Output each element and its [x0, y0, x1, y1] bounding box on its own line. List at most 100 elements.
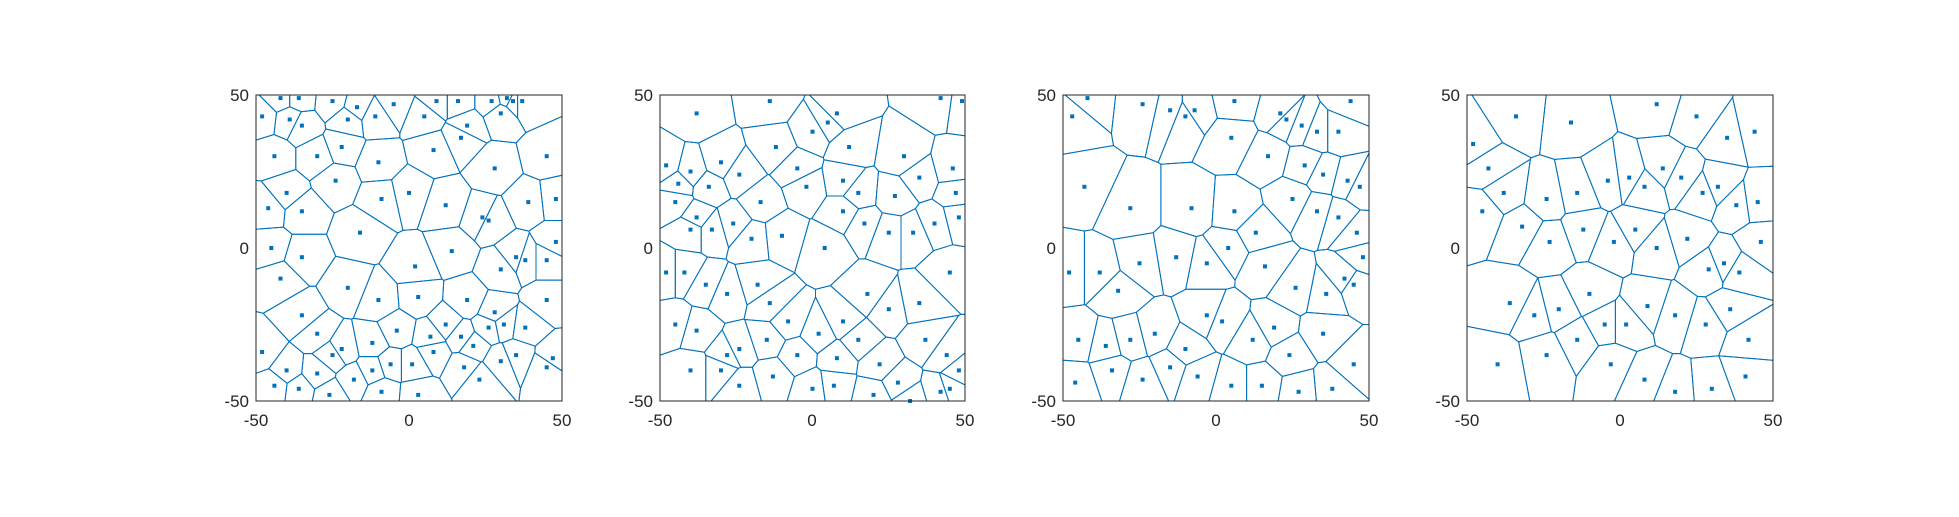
site-point — [1514, 114, 1518, 119]
site-point — [501, 322, 506, 327]
site-point — [1544, 197, 1549, 201]
x-tick-label-mid: 0 — [807, 411, 816, 430]
site-point — [944, 353, 949, 358]
site-point — [431, 350, 436, 354]
site-point — [1480, 209, 1485, 214]
site-point — [694, 111, 699, 116]
site-point — [1507, 301, 1512, 306]
site-point — [841, 178, 845, 183]
site-point — [1673, 389, 1678, 394]
site-point — [1734, 203, 1739, 208]
site-point — [917, 175, 922, 180]
site-point — [1152, 331, 1157, 336]
site-point — [822, 246, 827, 250]
site-point — [376, 160, 381, 165]
site-point — [841, 209, 845, 214]
site-point — [1694, 114, 1699, 119]
site-point — [394, 328, 399, 333]
site-point — [1608, 362, 1613, 367]
site-point — [1605, 178, 1610, 183]
site-point — [694, 328, 699, 333]
y-tick-label-mid: 0 — [1451, 239, 1460, 258]
site-point — [498, 359, 503, 364]
site-point — [1315, 129, 1319, 134]
site-point — [422, 114, 427, 119]
x-tick-label-right: 50 — [1360, 411, 1379, 430]
site-point — [956, 368, 961, 373]
site-point — [498, 111, 503, 116]
site-point — [825, 120, 830, 125]
site-point — [1137, 261, 1142, 266]
site-points — [664, 96, 964, 403]
site-point — [1067, 270, 1072, 275]
site-point — [296, 386, 301, 391]
site-point — [865, 291, 870, 296]
site-point — [278, 96, 283, 101]
site-point — [1070, 114, 1075, 119]
site-point — [895, 380, 900, 385]
site-point — [1575, 190, 1580, 195]
site-point — [489, 99, 494, 104]
site-point — [370, 368, 375, 373]
site-point — [1633, 227, 1638, 232]
site-point — [1103, 343, 1108, 348]
y-tick-label-bottom: -50 — [1031, 392, 1056, 411]
site-point — [544, 258, 549, 263]
site-point — [804, 184, 809, 189]
voronoi-plot-4: 50 0 -50 -50 0 50 — [1435, 86, 1782, 430]
site-point — [725, 353, 730, 358]
site-point — [703, 282, 708, 287]
site-point — [1486, 166, 1491, 171]
site-point — [1140, 377, 1145, 382]
site-point — [664, 163, 669, 168]
site-point — [1556, 307, 1561, 312]
axes-frame — [255, 94, 563, 402]
site-point — [1679, 175, 1684, 180]
site-point — [1645, 304, 1650, 309]
site-point — [725, 291, 730, 296]
y-tick-label-mid: 0 — [240, 239, 249, 258]
site-point — [1174, 255, 1179, 260]
site-point — [355, 105, 359, 110]
site-point — [333, 178, 338, 183]
site-point — [272, 383, 277, 388]
site-point — [731, 221, 736, 226]
site-point — [953, 190, 958, 195]
site-point — [1195, 374, 1200, 379]
site-point — [1520, 224, 1525, 229]
site-point — [841, 319, 845, 324]
site-point — [960, 99, 964, 104]
site-point — [284, 190, 289, 195]
site-point — [1642, 184, 1647, 189]
site-point — [477, 377, 482, 382]
y-tick-label-mid: 0 — [644, 239, 653, 258]
y-tick-label-mid: 0 — [1047, 239, 1056, 258]
site-point — [434, 99, 439, 104]
site-point — [296, 96, 301, 101]
x-tick-label-left: -50 — [648, 411, 673, 430]
site-point — [1302, 163, 1307, 168]
site-point — [1330, 386, 1335, 391]
site-point — [780, 233, 784, 238]
site-point — [1204, 313, 1209, 318]
site-point — [1259, 383, 1264, 388]
site-point — [287, 117, 292, 122]
site-point — [719, 160, 723, 165]
site-point — [299, 209, 304, 214]
site-point — [1700, 190, 1705, 195]
site-point — [299, 123, 304, 128]
y-tick-label-top: 50 — [1441, 86, 1460, 105]
site-point — [511, 99, 515, 104]
site-point — [737, 172, 742, 177]
site-point — [1250, 337, 1255, 342]
site-point — [834, 356, 839, 361]
site-point — [1299, 123, 1304, 128]
site-point — [795, 166, 800, 171]
site-point — [749, 236, 754, 241]
site-point — [1128, 206, 1133, 211]
site-point — [1082, 184, 1087, 189]
site-points — [1471, 102, 1763, 394]
site-point — [923, 337, 928, 342]
site-point — [299, 313, 304, 318]
